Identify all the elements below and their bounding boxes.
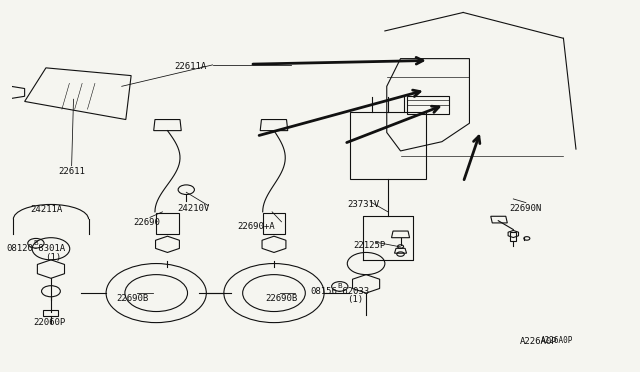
- Text: 22611A: 22611A: [175, 61, 207, 71]
- Text: 22611: 22611: [58, 167, 85, 176]
- Bar: [156, 212, 179, 234]
- Text: 22690: 22690: [133, 218, 160, 227]
- Text: A226A0P: A226A0P: [541, 336, 573, 345]
- Text: (1): (1): [348, 295, 364, 304]
- Bar: [510, 232, 516, 241]
- Text: B: B: [337, 283, 342, 289]
- Text: A226A0P: A226A0P: [520, 337, 557, 346]
- Text: 08120-8301A: 08120-8301A: [6, 244, 65, 253]
- Text: 24211A: 24211A: [31, 205, 63, 215]
- Bar: [262, 212, 285, 234]
- Bar: [351, 112, 426, 179]
- Text: 22060P: 22060P: [33, 318, 66, 327]
- Text: 24210V: 24210V: [178, 203, 210, 213]
- Text: B: B: [33, 240, 38, 246]
- Bar: [44, 310, 58, 316]
- Text: 22125P: 22125P: [353, 241, 385, 250]
- Text: 22690N: 22690N: [509, 203, 542, 213]
- Text: 22690+A: 22690+A: [237, 222, 275, 231]
- Text: 22690B: 22690B: [116, 294, 148, 303]
- Text: 23731V: 23731V: [347, 200, 379, 209]
- Text: (1): (1): [45, 253, 61, 263]
- Text: 08156-62033: 08156-62033: [310, 287, 369, 296]
- Text: 22690B: 22690B: [266, 294, 298, 303]
